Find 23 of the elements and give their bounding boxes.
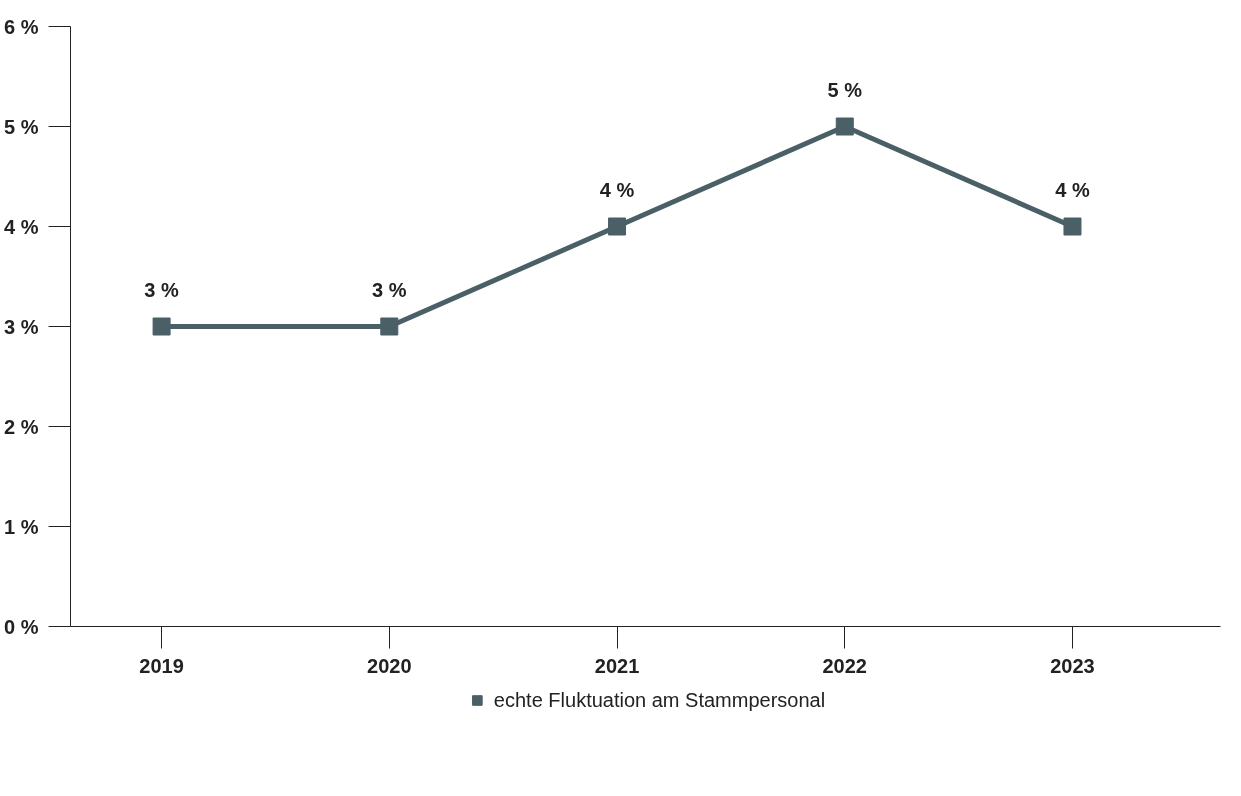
y-tick-label: 3 % <box>4 315 39 338</box>
y-tick-label: 1 % <box>4 515 39 538</box>
x-tick-label: 2020 <box>367 654 412 677</box>
y-tick-label: 0 % <box>4 615 39 638</box>
x-tick-label: 2021 <box>594 654 640 677</box>
point <box>608 217 627 236</box>
x-tick-label: 2022 <box>822 654 868 677</box>
data-label: 3 % <box>144 278 180 301</box>
y-tick-label: 4 % <box>4 215 39 238</box>
point <box>835 117 854 136</box>
legend-label: echte Fluktuation am Stammpersonal <box>493 688 826 712</box>
y-tick-label: 5 % <box>4 115 39 138</box>
data-label: 3 % <box>372 278 407 301</box>
point <box>152 317 171 336</box>
y-tick-label: 2 % <box>4 415 39 438</box>
point <box>1063 217 1082 236</box>
point <box>380 317 399 336</box>
data-label: 4 % <box>599 178 635 201</box>
x-tick-label: 2019 <box>139 654 184 677</box>
x-tick-label: 2023 <box>1050 654 1095 677</box>
y-tick-label: 6 % <box>4 15 39 38</box>
data-label: 4 % <box>1055 178 1090 201</box>
data-label: 5 % <box>827 78 863 101</box>
